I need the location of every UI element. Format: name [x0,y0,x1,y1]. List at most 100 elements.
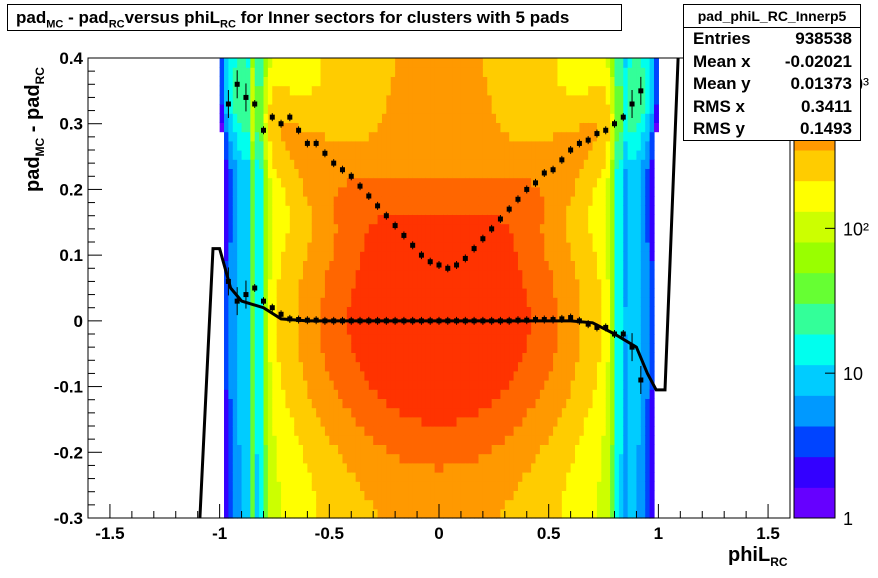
heatmap-cell [623,508,629,519]
heatmap-cell [259,315,265,326]
profile-point-upper [489,224,495,233]
heatmap-cell [263,453,269,464]
heatmap-cell [645,380,651,390]
heatmap-cell [513,242,519,252]
heatmap-cell [342,389,348,399]
heatmap-cell [544,398,550,409]
heatmap-cell [408,278,414,289]
heatmap-cell [241,462,247,473]
profile-point-upper [401,231,407,240]
heatmap-cell [263,416,269,427]
heatmap-cell [307,150,313,160]
heatmap-cell [500,251,506,261]
heatmap-cell [333,94,339,105]
heatmap-cell [548,242,554,252]
heatmap-cell [570,278,576,289]
heatmap-cell [575,104,580,114]
heatmap-cell [539,67,545,77]
heatmap-cell [368,490,374,501]
heatmap-cell [443,214,449,225]
heatmap-cell [469,426,475,436]
heatmap-cell [447,214,453,225]
heatmap-cell [390,352,396,363]
heatmap-cell [373,251,379,261]
heatmap-cell [259,416,265,427]
heatmap-cell [232,352,238,363]
heatmap-cell [316,435,322,445]
heatmap-cell [368,260,374,271]
heatmap-cell [276,186,282,197]
heatmap-cell [469,122,475,133]
heatmap-cell [272,278,278,289]
heatmap-cell [373,444,379,455]
heatmap-cell [237,352,243,363]
heatmap-cell [482,380,488,390]
heatmap-cell [632,297,638,307]
heatmap-cell [504,177,510,188]
heatmap-cell [307,380,313,390]
heatmap-cell [614,324,620,335]
heatmap-cell [276,462,282,473]
profile-point-upper [497,215,503,223]
heatmap-cell [412,352,418,363]
heatmap-cell [324,159,330,169]
heatmap-cell [259,113,265,123]
heatmap-cell [320,58,326,68]
heatmap-cell [219,104,225,114]
heatmap-cell [333,232,339,243]
heatmap-cell [329,481,335,491]
heatmap-cell [535,324,541,335]
heatmap-cell [302,508,308,519]
heatmap-cell [421,104,427,114]
heatmap-cell [346,131,352,142]
heatmap-cell [443,223,449,234]
heatmap-cell [579,269,585,280]
heatmap-cell [232,67,238,77]
heatmap-cell [386,462,392,473]
heatmap-cell [557,370,563,381]
heatmap-cell [614,205,620,215]
heatmap-cell [346,407,352,418]
heatmap-cell [421,508,427,519]
heatmap-cell [491,232,497,243]
heatmap-cell [377,122,383,133]
heatmap-cell [605,177,611,188]
heatmap-cell [531,260,537,271]
heatmap-cell [307,85,313,96]
heatmap-cell [452,269,458,280]
heatmap-cell [329,462,335,473]
heatmap-cell [601,186,607,197]
heatmap-cell [618,398,624,409]
heatmap-cell [228,444,234,455]
heatmap-cell [517,499,523,510]
heatmap-cell [439,343,444,353]
heatmap-cell [504,370,510,381]
heatmap-cell [509,214,515,225]
heatmap-cell [447,407,453,418]
heatmap-cell [403,113,409,123]
heatmap-cell [272,416,278,427]
heatmap-cell [338,481,344,491]
heatmap-cell [614,150,620,160]
heatmap-cell [596,407,602,418]
heatmap-cell [289,361,295,372]
heatmap-cell [421,288,427,298]
profile-point-upper [418,251,424,260]
heatmap-cell [544,472,550,482]
heatmap-cell [263,131,269,142]
heatmap-cell [557,334,563,344]
heatmap-cell [425,278,431,289]
heatmap-cell [360,288,366,298]
heatmap-cell [320,343,326,353]
heatmap-cell [610,435,616,445]
heatmap-cell [465,269,471,280]
heatmap-cell [632,407,638,418]
heatmap-cell [381,481,387,491]
heatmap-cell [478,177,484,188]
heatmap-cell [623,122,629,133]
heatmap-cell [311,205,317,215]
heatmap-cell [474,435,480,445]
heatmap-cell [373,205,379,215]
heatmap-cell [649,416,655,427]
heatmap-cell [439,140,444,151]
